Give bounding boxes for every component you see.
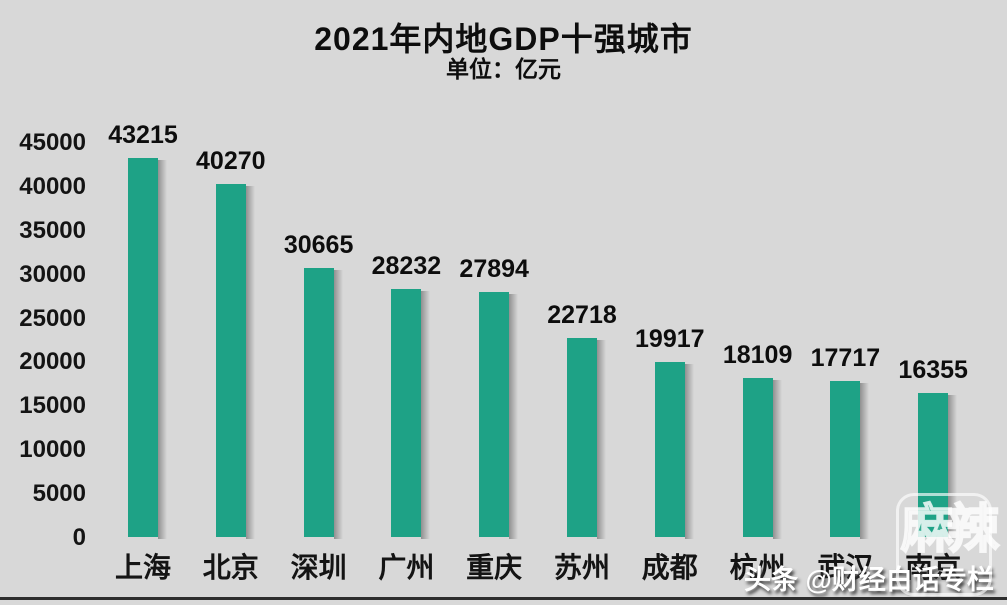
bar-value-label: 17717 [810,344,881,373]
chart-bar [567,337,606,540]
bar-value-label: 28232 [371,252,442,281]
bar-value-label: 22718 [547,300,617,329]
x-axis-category-label: 南京 [905,552,962,583]
chart-unit-label: 单位：亿元 [446,56,561,82]
y-axis-tick-label: 35000 [19,216,86,244]
chart-bar [303,267,343,540]
y-axis-tick-label: 45000 [19,129,86,156]
chart-bar [830,381,870,539]
x-axis-category-label: 广州 [378,552,435,583]
bar-value-label: 16355 [898,356,968,385]
bottom-border-line [0,597,1007,600]
mala-stamp-text: 麻辣 [900,501,1000,559]
toutiao-watermark: 头条 @财经白话专栏 [744,565,994,595]
y-axis-tick-label: 15000 [19,392,86,420]
x-axis-category-label: 杭州 [729,552,786,583]
x-axis-category-label: 苏州 [553,552,610,583]
bar-value-label: 19917 [635,325,705,354]
bar-value-label: 30665 [283,230,354,259]
chart-bar [479,292,519,539]
chart-bar [128,157,167,540]
x-axis-category-label: 武汉 [817,552,874,583]
chart-bar [391,289,431,539]
x-axis-category-label: 深圳 [290,552,347,583]
chart-bar [654,362,694,539]
x-axis-category-label: 上海 [114,552,171,583]
x-axis-category-label: 重庆 [466,552,523,583]
y-axis-tick-label: 5000 [32,480,86,508]
bar-value-label: 18109 [722,341,793,370]
bar-value-label: 43215 [108,120,178,149]
chart-bar [742,378,782,539]
y-axis-tick-label: 0 [72,524,86,551]
y-axis-tick-label: 10000 [19,436,86,464]
y-axis-tick-label: 25000 [19,304,86,332]
x-axis-category-label: 成都 [641,552,698,583]
bar-value-label: 40270 [196,146,266,175]
y-axis-tick-label: 20000 [19,348,86,376]
bar-value-label: 27894 [459,255,529,284]
y-axis-tick-label: 40000 [19,172,86,200]
chart-bar [918,393,958,539]
chart-title: 2021年内地GDP十强城市 [314,21,693,57]
x-axis-category-label: 北京 [202,552,259,583]
mala-stamp: 麻辣 [896,493,1000,596]
y-axis-tick-label: 30000 [19,260,86,288]
chart-bar [215,183,255,540]
